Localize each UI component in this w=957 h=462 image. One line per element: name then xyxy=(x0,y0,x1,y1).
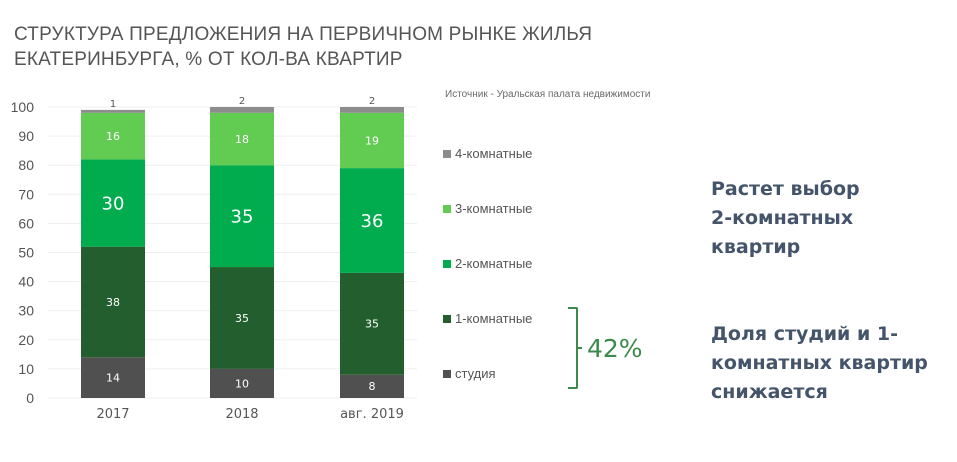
y-tick-label: 90 xyxy=(18,128,34,144)
y-tick-label: 50 xyxy=(18,245,34,261)
data-label: 16 xyxy=(106,130,120,143)
data-label: 2 xyxy=(239,96,245,107)
note-two-room-growth: Растет выбор 2-комнатных квартир xyxy=(711,175,860,262)
bar-segment xyxy=(340,374,404,398)
bar-segment xyxy=(210,165,274,268)
legend-label: студия xyxy=(455,366,496,381)
bar-segment xyxy=(340,112,404,169)
x-tick-label: 2018 xyxy=(225,407,258,422)
y-tick-label: 80 xyxy=(18,157,34,173)
data-label: 35 xyxy=(231,206,254,227)
bar-segment xyxy=(210,368,274,398)
note-line: Растет выбор xyxy=(711,178,860,200)
note-line: 2-комнатных xyxy=(711,207,854,229)
data-label: 2 xyxy=(369,96,375,107)
bracket-value: 42% xyxy=(587,334,643,363)
data-label: 35 xyxy=(365,318,379,331)
bar-segment xyxy=(340,272,404,375)
data-label: 8 xyxy=(369,380,376,393)
data-label: 30 xyxy=(102,193,125,214)
legend-swatch xyxy=(443,204,451,213)
note-line: снижается xyxy=(711,381,828,403)
note-studio-decline: Доля студий и 1- комнатных квартир снижа… xyxy=(711,320,928,407)
data-label: 36 xyxy=(361,211,384,232)
legend-item: 1-комнатные xyxy=(443,311,532,326)
data-label: 19 xyxy=(365,134,379,147)
y-tick-label: 0 xyxy=(26,390,34,406)
bar-segment xyxy=(81,109,145,113)
data-label: 10 xyxy=(235,377,249,390)
legend-label: 1-комнатные xyxy=(455,311,533,326)
y-tick-label: 70 xyxy=(18,186,34,202)
x-tick-label: 2017 xyxy=(96,407,129,422)
chart-title-line-2: ЕКАТЕРИНБУРГА, % ОТ КОЛ-ВА КВАРТИР xyxy=(14,49,403,70)
note-line: Доля студий и 1- xyxy=(711,323,898,345)
bar-segment xyxy=(81,246,145,358)
y-tick-label: 40 xyxy=(18,274,34,290)
data-label: 1 xyxy=(110,99,116,110)
bar-segment xyxy=(81,357,145,398)
legend-label: 3-комнатные xyxy=(455,201,533,216)
legend-label: 4-комнатные xyxy=(455,146,533,161)
y-tick-label: 10 xyxy=(18,361,34,377)
bar-segment xyxy=(81,159,145,247)
bar-segment xyxy=(210,112,274,166)
legend-swatch xyxy=(443,369,451,378)
y-tick-label: 30 xyxy=(18,303,34,319)
data-label: 35 xyxy=(235,312,249,325)
legend-item: студия xyxy=(443,366,496,381)
y-tick-label: 20 xyxy=(18,332,34,348)
data-label: 14 xyxy=(106,371,120,384)
legend-label: 2-комнатные xyxy=(455,256,533,271)
bar-segment xyxy=(340,168,404,273)
note-line: квартир xyxy=(711,236,801,258)
legend-item: 4-комнатные xyxy=(443,146,532,161)
chart-title-line-1: СТРУКТУРА ПРЕДЛОЖЕНИЯ НА ПЕРВИЧНОМ РЫНКЕ… xyxy=(14,24,593,45)
note-line: комнатных квартир xyxy=(711,352,928,374)
source-note: Источник - Уральская палата недвижимости xyxy=(445,89,651,100)
x-tick-label: авг. 2019 xyxy=(340,407,404,422)
bar-segment xyxy=(210,267,274,369)
legend-item: 2-комнатные xyxy=(443,256,532,271)
bar-segment xyxy=(210,107,274,113)
chart-title: СТРУКТУРА ПРЕДЛОЖЕНИЯ НА ПЕРВИЧНОМ РЫНКЕ… xyxy=(14,22,592,72)
data-label: 18 xyxy=(235,133,249,146)
bracket-tick xyxy=(576,347,582,349)
legend-swatch xyxy=(443,314,451,323)
y-tick-label: 60 xyxy=(18,215,34,231)
legend-item: 3-комнатные xyxy=(443,201,532,216)
legend-swatch xyxy=(443,259,451,268)
y-tick-label: 100 xyxy=(11,99,35,115)
bar-segment xyxy=(340,107,404,113)
data-label: 38 xyxy=(106,296,120,309)
legend-swatch xyxy=(443,149,451,158)
bar-segment xyxy=(81,112,145,160)
